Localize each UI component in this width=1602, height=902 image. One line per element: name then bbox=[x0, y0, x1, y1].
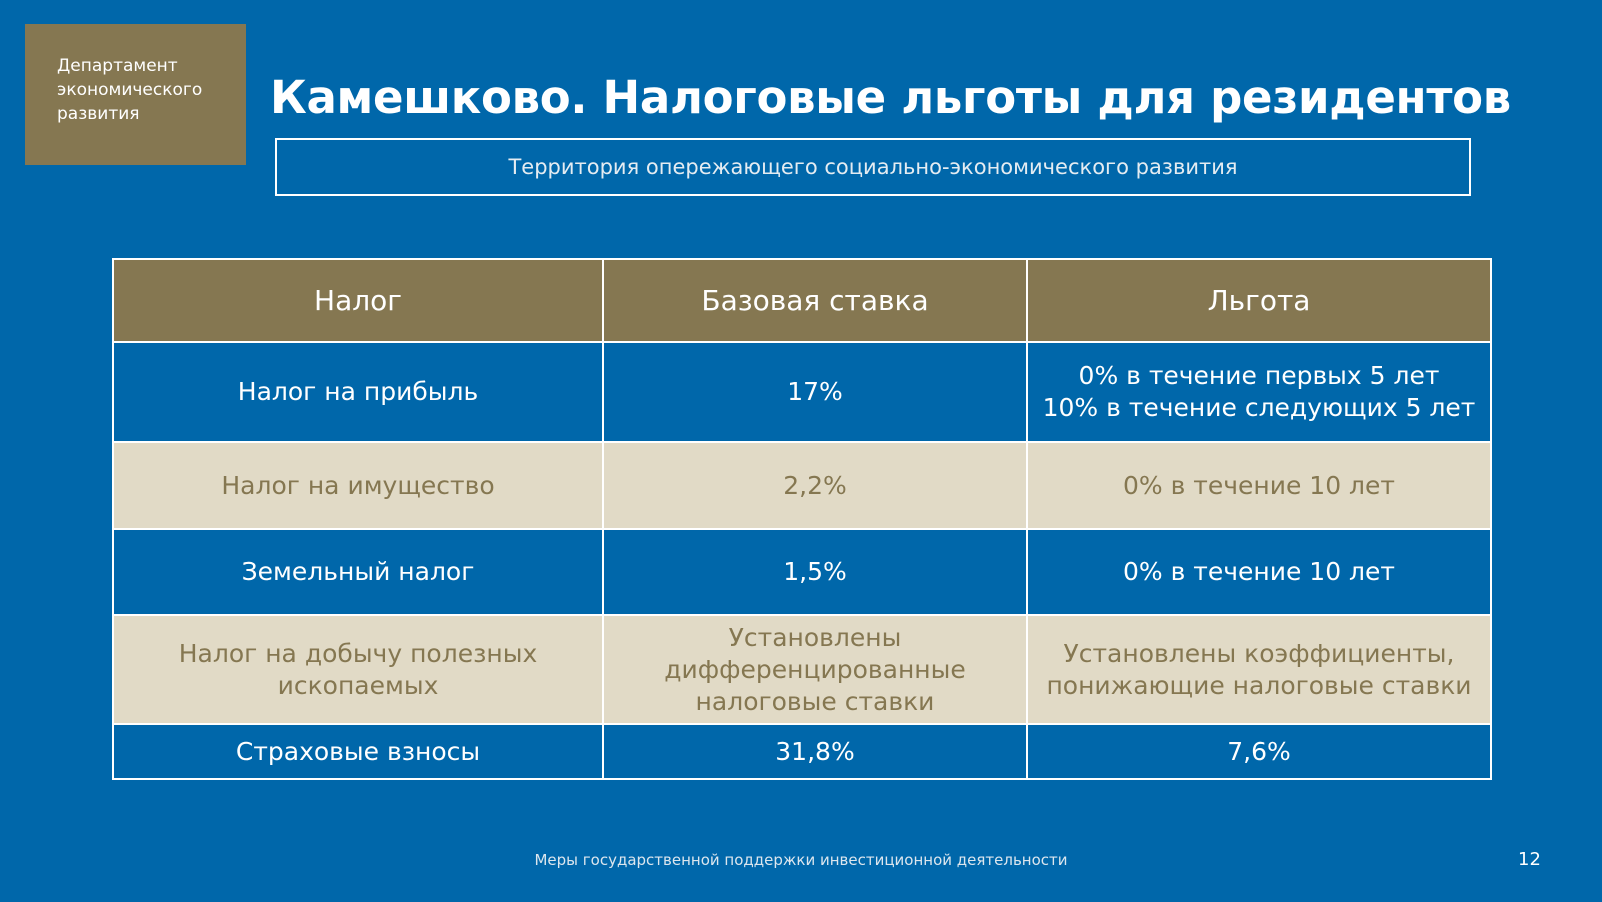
cell-text: Установлены коэффициенты, bbox=[1063, 638, 1455, 668]
cell-text: 31,8% bbox=[775, 736, 855, 766]
table-row: Земельный налог 1,5% 0% в течение 10 лет bbox=[112, 528, 1492, 616]
cell-base-rate: 31,8% bbox=[602, 723, 1028, 780]
cell-text: 2,2% bbox=[783, 470, 847, 500]
table-row: Страховые взносы 31,8% 7,6% bbox=[112, 723, 1492, 780]
department-logo-box: Департамент экономического развития bbox=[25, 24, 246, 165]
department-label-line-3: развития bbox=[57, 104, 140, 124]
table-row: Налог на добычу полезных ископаемых Уста… bbox=[112, 614, 1492, 725]
subtitle-text: Территория опережающего социально-эконом… bbox=[508, 155, 1238, 179]
cell-text: 0% в течение 10 лет bbox=[1123, 470, 1395, 500]
slide-title: Камешково. Налоговые льготы для резидент… bbox=[270, 71, 1511, 124]
tax-benefits-table: Налог Базовая ставка Льгота Налог на при… bbox=[112, 258, 1492, 780]
cell-text: дифференцированные bbox=[664, 654, 966, 684]
cell-text: Налог на имущество bbox=[221, 470, 495, 500]
cell-base-rate: 17% bbox=[602, 341, 1028, 443]
cell-tax: Налог на имущество bbox=[112, 441, 604, 530]
subtitle-box: Территория опережающего социально-эконом… bbox=[275, 138, 1471, 196]
cell-base-rate: 2,2% bbox=[602, 441, 1028, 530]
cell-text: ископаемых bbox=[277, 670, 439, 700]
cell-base-rate: Установлены дифференцированные налоговые… bbox=[602, 614, 1028, 725]
cell-text: 0% в течение первых 5 лет bbox=[1078, 361, 1440, 390]
cell-text: Налог на добычу полезных bbox=[178, 638, 538, 668]
cell-text: Установлены bbox=[728, 622, 902, 652]
page-number: 12 bbox=[1518, 849, 1541, 870]
cell-benefit: 0% в течение 10 лет bbox=[1026, 528, 1492, 616]
cell-text: 10% в течение следующих 5 лет bbox=[1042, 393, 1476, 422]
header-tax: Налог bbox=[112, 258, 604, 343]
cell-tax: Земельный налог bbox=[112, 528, 604, 616]
cell-tax: Налог на добычу полезных ископаемых bbox=[112, 614, 604, 725]
cell-text: 17% bbox=[787, 377, 843, 406]
cell-text: Страховые взносы bbox=[235, 736, 481, 766]
table-row: Налог на имущество 2,2% 0% в течение 10 … bbox=[112, 441, 1492, 530]
table-row: Налог на прибыль 17% 0% в течение первых… bbox=[112, 341, 1492, 443]
cell-benefit: 7,6% bbox=[1026, 723, 1492, 780]
cell-benefit: Установлены коэффициенты, понижающие нал… bbox=[1026, 614, 1492, 725]
department-label-line-1: Департамент bbox=[57, 56, 178, 76]
cell-text: 1,5% bbox=[783, 557, 847, 586]
cell-tax: Страховые взносы bbox=[112, 723, 604, 780]
cell-text: Налог на прибыль bbox=[237, 377, 479, 406]
cell-tax: Налог на прибыль bbox=[112, 341, 604, 443]
cell-text: 0% в течение 10 лет bbox=[1123, 557, 1395, 586]
cell-text: 7,6% bbox=[1227, 736, 1291, 766]
cell-text: налоговые ставки bbox=[695, 686, 935, 716]
footer-caption: Меры государственной поддержки инвестици… bbox=[534, 851, 1068, 869]
cell-text: Земельный налог bbox=[241, 557, 475, 586]
cell-benefit: 0% в течение первых 5 лет 10% в течение … bbox=[1026, 341, 1492, 443]
header-benefit: Льгота bbox=[1026, 258, 1492, 343]
cell-base-rate: 1,5% bbox=[602, 528, 1028, 616]
department-label-line-2: экономического bbox=[57, 80, 203, 100]
table-header-row: Налог Базовая ставка Льгота bbox=[112, 258, 1492, 343]
cell-text: понижающие налоговые ставки bbox=[1046, 670, 1472, 700]
cell-benefit: 0% в течение 10 лет bbox=[1026, 441, 1492, 530]
header-base-rate: Базовая ставка bbox=[602, 258, 1028, 343]
